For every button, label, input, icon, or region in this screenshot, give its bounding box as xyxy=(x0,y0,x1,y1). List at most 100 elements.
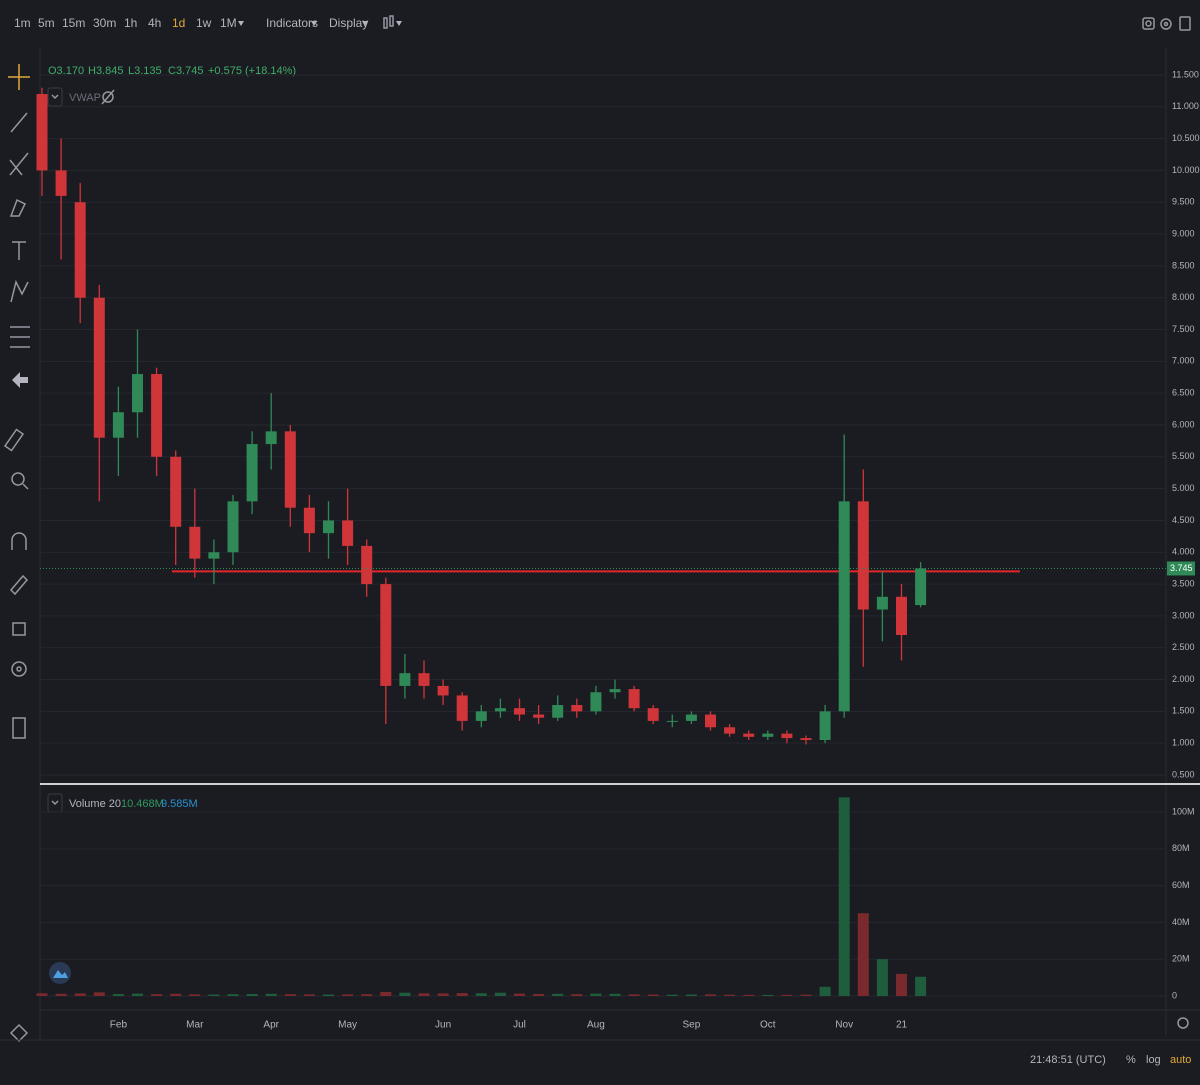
volume-bar xyxy=(284,994,296,997)
y-tick-label: 6.000 xyxy=(1172,419,1195,429)
lock-tool[interactable] xyxy=(12,622,26,636)
more-intervals-arrow[interactable] xyxy=(238,21,244,26)
candle-body xyxy=(361,545,373,585)
delete-tool[interactable] xyxy=(12,717,26,739)
y-tick-label: 40M xyxy=(1172,917,1190,927)
brush-tool[interactable] xyxy=(9,198,27,217)
lock-drawing-tool[interactable] xyxy=(9,574,29,596)
trendline-tool[interactable] xyxy=(10,112,28,133)
ohlc-value: O3.170 xyxy=(48,65,84,77)
interval-button[interactable]: 15m xyxy=(62,16,85,30)
dropdown-arrow xyxy=(311,21,317,26)
candle-body xyxy=(170,456,182,527)
crosshair-tool[interactable] xyxy=(8,64,30,90)
collapse-button[interactable] xyxy=(47,87,63,107)
vwap-label[interactable]: VWAP xyxy=(69,92,101,104)
log-toggle[interactable]: log xyxy=(1146,1054,1161,1066)
volume-bar xyxy=(55,993,67,997)
volume-bar xyxy=(819,986,831,997)
y-tick-label: 60M xyxy=(1172,880,1190,890)
y-tick-label: 7.000 xyxy=(1172,356,1195,366)
volume-bar xyxy=(361,994,373,997)
volume-bar xyxy=(762,994,774,997)
volume-bar xyxy=(456,993,468,997)
chart-type-button[interactable] xyxy=(383,15,394,29)
zoom-tool[interactable] xyxy=(11,472,29,490)
volume-bar xyxy=(781,994,793,997)
candle-body xyxy=(55,170,67,196)
ohlc-value: L3.135 xyxy=(128,65,162,77)
interval-button[interactable]: 1m xyxy=(14,16,31,30)
indicators-button[interactable]: Indicators xyxy=(266,16,318,30)
volume-bar xyxy=(876,959,888,997)
percent-toggle[interactable]: % xyxy=(1126,1054,1136,1066)
magnet-tool[interactable] xyxy=(11,532,27,550)
text-tool[interactable] xyxy=(12,241,26,260)
y-tick-label: 7.500 xyxy=(1172,324,1195,334)
y-tick-label: 11.500 xyxy=(1172,69,1199,79)
candle-body xyxy=(418,673,430,686)
y-tick-label: 4.500 xyxy=(1172,515,1195,525)
volume-bar xyxy=(590,993,602,997)
display-button[interactable]: Display xyxy=(329,16,368,30)
volume-bar xyxy=(112,993,124,997)
candle-body xyxy=(323,520,334,534)
visibility-tool[interactable] xyxy=(11,661,27,677)
fullscreen-button[interactable] xyxy=(1179,16,1191,31)
x-tick-label: Jul xyxy=(513,1020,526,1031)
pitchfork-tool[interactable] xyxy=(9,152,29,176)
candle-body xyxy=(93,297,105,438)
volume-bar xyxy=(552,993,564,997)
settings-button[interactable] xyxy=(1160,18,1172,30)
candle-body xyxy=(475,711,487,721)
candle-body xyxy=(800,738,812,740)
candle-body xyxy=(857,501,869,610)
interval-button[interactable]: 30m xyxy=(93,16,116,30)
y-tick-label: 1.000 xyxy=(1172,738,1195,748)
ruler-tool[interactable] xyxy=(3,428,25,452)
screenshot-button[interactable] xyxy=(1142,17,1155,30)
x-tick-label: Nov xyxy=(835,1020,853,1031)
volume-bar xyxy=(647,994,659,997)
volume-bar xyxy=(36,993,48,997)
volume-bar xyxy=(208,994,220,997)
interval-button[interactable]: 1d xyxy=(172,16,185,30)
candle-body xyxy=(380,584,392,686)
volume-bar xyxy=(399,992,411,997)
auto-toggle[interactable]: auto xyxy=(1170,1054,1191,1066)
interval-button[interactable]: 4h xyxy=(148,16,161,30)
y-tick-label: 5.000 xyxy=(1172,483,1195,493)
volume-bar xyxy=(705,994,716,997)
volume-bar xyxy=(246,993,258,997)
interval-button[interactable]: 1w xyxy=(196,16,212,30)
candle-body xyxy=(227,501,239,553)
interval-button[interactable]: 1M xyxy=(220,16,237,30)
candle-body xyxy=(342,520,354,546)
back-tool[interactable] xyxy=(12,372,28,388)
volume-bar xyxy=(189,994,201,997)
interval-button[interactable]: 1h xyxy=(124,16,137,30)
ohlc-value: C3.745 xyxy=(168,65,203,77)
volume-bar xyxy=(724,994,736,997)
x-tick-label: 21 xyxy=(896,1020,908,1031)
candle-body xyxy=(552,704,564,718)
volume-bar xyxy=(896,973,907,997)
candle-body xyxy=(189,526,201,559)
x-tick-label: Feb xyxy=(110,1020,128,1031)
forecast-tool[interactable] xyxy=(10,326,30,348)
candle-body xyxy=(246,444,258,502)
hide-indicator-button[interactable] xyxy=(101,89,115,105)
pattern-tool[interactable] xyxy=(10,279,29,303)
candle-body xyxy=(132,374,143,413)
layers-tool[interactable] xyxy=(9,1023,29,1043)
candle-body xyxy=(437,685,449,696)
interval-button[interactable]: 5m xyxy=(38,16,55,30)
candle-body xyxy=(303,507,315,534)
candle-body xyxy=(514,708,525,715)
candle-body xyxy=(724,727,736,734)
y-tick-label: 2.000 xyxy=(1172,674,1195,684)
volume-bar xyxy=(323,994,334,997)
volume-value: 10.468M xyxy=(121,798,164,810)
time-axis-settings[interactable] xyxy=(1177,1017,1189,1029)
